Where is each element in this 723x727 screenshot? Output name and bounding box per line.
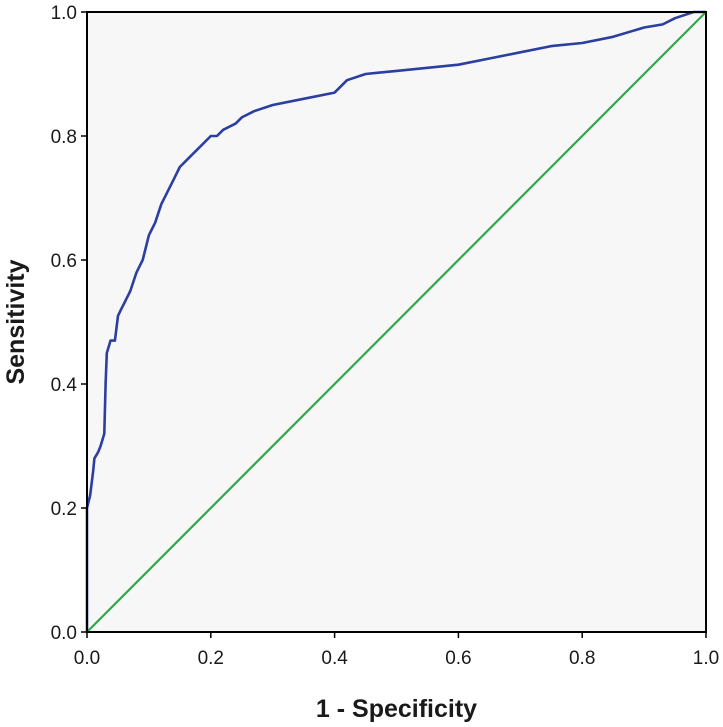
curves bbox=[85, 10, 707, 633]
y-tick-label: 0.4 bbox=[51, 375, 78, 396]
roc-curve-line bbox=[85, 10, 706, 632]
x-tick-label: 1.0 bbox=[693, 648, 719, 669]
reference-line bbox=[86, 11, 707, 633]
x-tick-label: 0.6 bbox=[445, 648, 471, 669]
y-tick-label: 1.0 bbox=[51, 3, 77, 24]
x-axis-title: 1 - Specificity bbox=[316, 695, 477, 723]
x-tick-label: 0.0 bbox=[74, 648, 100, 669]
plot-frame bbox=[86, 11, 707, 633]
y-tick-label: 0.2 bbox=[51, 499, 77, 520]
x-axis-ticks: 0.0 0.2 0.4 0.6 0.8 1.0 bbox=[74, 632, 719, 669]
x-tick-label: 0.8 bbox=[569, 648, 595, 669]
x-tick-label: 0.4 bbox=[321, 648, 348, 669]
y-tick-label: 0.6 bbox=[51, 251, 77, 272]
y-axis-title: Sensitivity bbox=[2, 259, 30, 384]
y-tick-label: 0.0 bbox=[51, 623, 77, 644]
y-tick-label: 0.8 bbox=[51, 127, 77, 148]
axes bbox=[86, 11, 707, 633]
y-axis-ticks: 0.0 0.2 0.4 0.6 0.8 1.0 bbox=[51, 3, 87, 644]
x-tick-label: 0.2 bbox=[198, 648, 224, 669]
